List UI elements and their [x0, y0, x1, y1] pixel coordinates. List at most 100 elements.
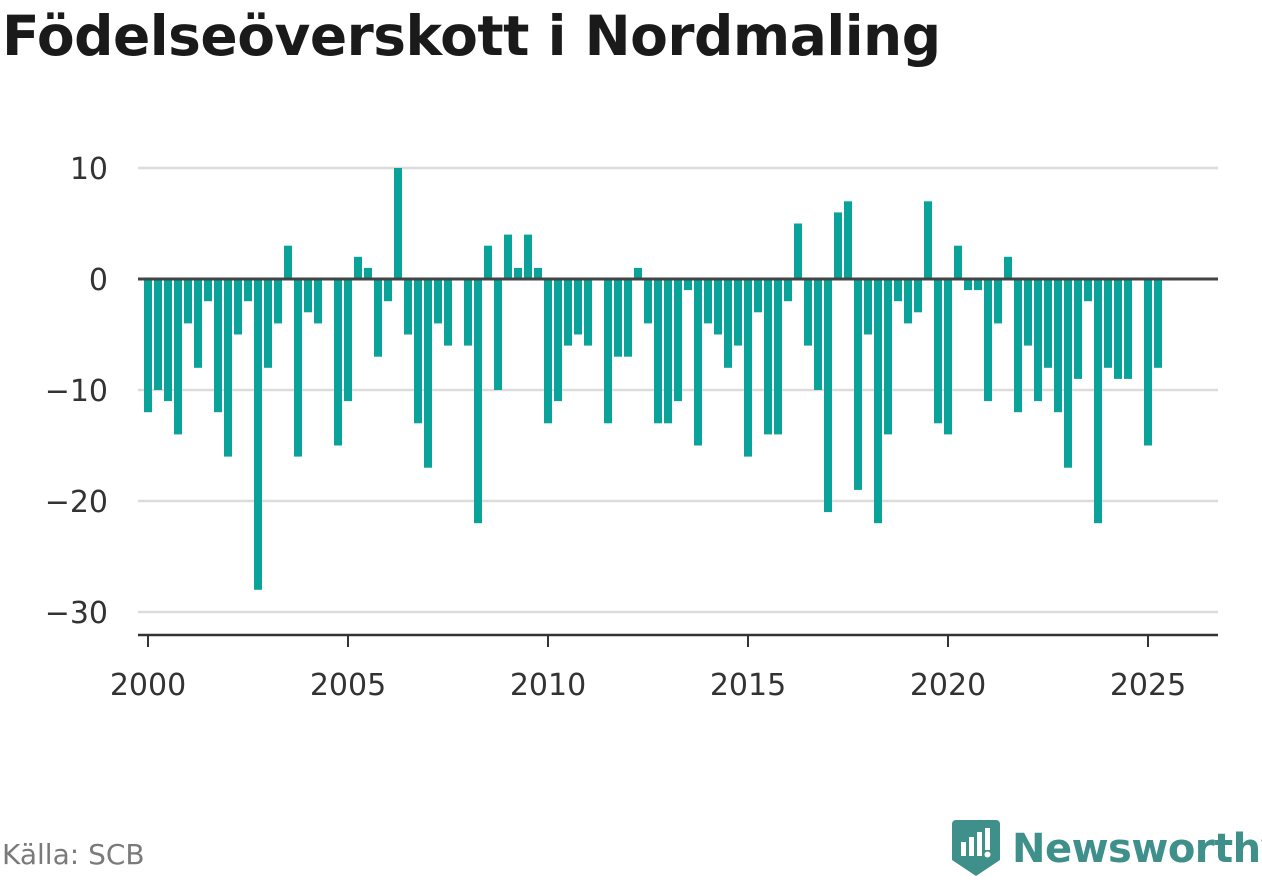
newsworthy-logo-icon [952, 820, 1000, 876]
bar [694, 279, 702, 446]
bar [674, 279, 682, 402]
bar [1054, 279, 1062, 413]
bar [834, 212, 842, 279]
bar [494, 279, 502, 390]
y-tick-label: −10 [45, 374, 108, 409]
bar [764, 279, 772, 435]
source-note: Källa: SCB [2, 838, 145, 871]
newsworthy-logo[interactable]: Newsworthy [950, 818, 1262, 880]
bar [1124, 279, 1132, 379]
bar [424, 279, 432, 468]
bar [914, 279, 922, 313]
bar [744, 279, 752, 457]
bar [354, 256, 362, 279]
x-tick-label: 2015 [710, 668, 786, 703]
bar [344, 279, 352, 402]
y-axis: 10 0 −10 −20 −30 [45, 152, 1218, 631]
x-tick-label: 2025 [1110, 668, 1186, 703]
bar [654, 279, 662, 424]
x-tick-label: 2010 [510, 668, 586, 703]
bar [164, 279, 172, 402]
y-tick-label: −20 [45, 485, 108, 520]
bar [574, 279, 582, 335]
bar [584, 279, 592, 346]
bar [624, 279, 632, 357]
bar [1044, 279, 1052, 368]
chart-title: Födelseöverskott i Nordmaling [2, 4, 941, 68]
bar-chart: 10 0 −10 −20 −30 2000 2005 2010 2015 2020 2025 [45, 152, 1218, 703]
bar [564, 279, 572, 346]
bar [274, 279, 282, 324]
bar [244, 279, 252, 302]
bar [934, 279, 942, 424]
bar [784, 279, 792, 302]
newsworthy-logo-text: Newsworthy [1012, 826, 1262, 872]
bar [794, 223, 802, 279]
bar [974, 279, 982, 291]
bar [954, 245, 962, 279]
bars [144, 168, 1162, 590]
x-tick-label: 2000 [110, 668, 186, 703]
bar [434, 279, 442, 324]
x-tick-label: 2005 [310, 668, 386, 703]
bar [924, 201, 932, 279]
bar [284, 245, 292, 279]
bar [204, 279, 212, 302]
bar [604, 279, 612, 424]
bar [1074, 279, 1082, 379]
bar [474, 279, 482, 524]
bar [1034, 279, 1042, 402]
bar [904, 279, 912, 324]
bar [534, 267, 542, 279]
bar [524, 234, 532, 279]
bar [504, 234, 512, 279]
bar [294, 279, 302, 457]
bar [384, 279, 392, 302]
bar [614, 279, 622, 357]
bar [194, 279, 202, 368]
bar [514, 267, 522, 279]
bar [304, 279, 312, 313]
bar [334, 279, 342, 446]
bar [264, 279, 272, 368]
bar [644, 279, 652, 324]
bar [374, 279, 382, 357]
bar [154, 279, 162, 390]
bar [704, 279, 712, 324]
bar [414, 279, 422, 424]
bar [184, 279, 192, 324]
bar [1064, 279, 1072, 468]
bar [144, 279, 152, 413]
bar [544, 279, 552, 424]
bar [1084, 279, 1092, 302]
bar [1144, 279, 1152, 446]
bar [964, 279, 972, 291]
bar [804, 279, 812, 346]
bar [1114, 279, 1122, 379]
bar [774, 279, 782, 435]
y-tick-label: 10 [70, 152, 108, 187]
bar [234, 279, 242, 335]
bar [994, 279, 1002, 324]
bar [714, 279, 722, 335]
bar [214, 279, 222, 413]
bar [1024, 279, 1032, 346]
bar [484, 245, 492, 279]
bar [984, 279, 992, 402]
bar [554, 279, 562, 402]
bar [314, 279, 322, 324]
bar [1104, 279, 1112, 368]
bar [404, 279, 412, 335]
x-axis: 2000 2005 2010 2015 2020 2025 [110, 633, 1218, 703]
bar [444, 279, 452, 346]
bar [844, 201, 852, 279]
bar [724, 279, 732, 368]
bar [664, 279, 672, 424]
bar [944, 279, 952, 435]
bar [734, 279, 742, 346]
bar [1094, 279, 1102, 524]
x-tick-label: 2020 [910, 668, 986, 703]
bar [1014, 279, 1022, 413]
bar [394, 168, 402, 279]
y-tick-label: 0 [89, 263, 108, 298]
